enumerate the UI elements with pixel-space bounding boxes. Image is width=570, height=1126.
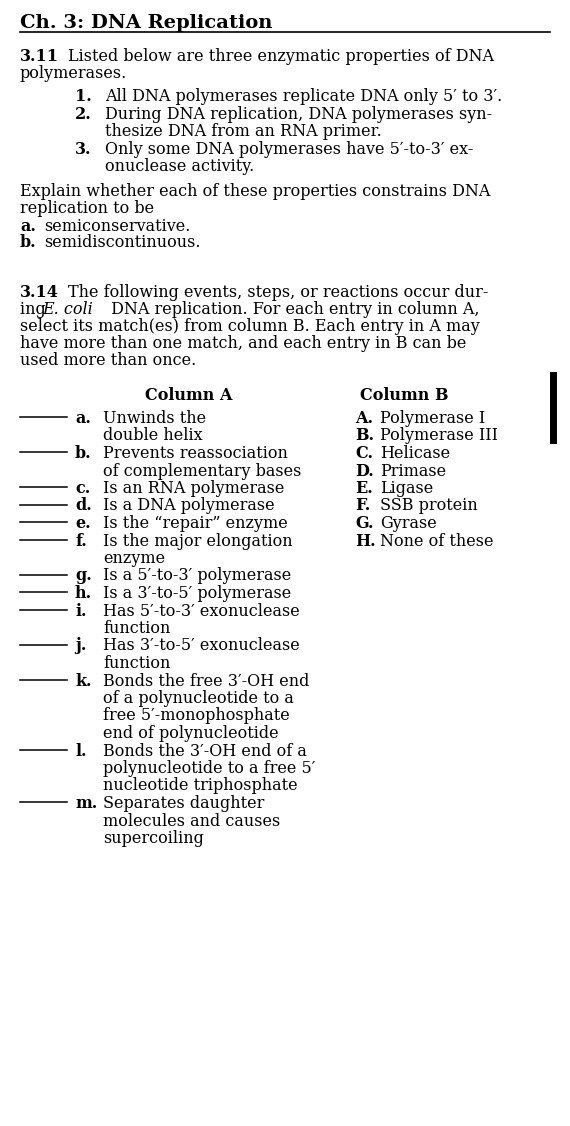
Text: Is a DNA polymerase: Is a DNA polymerase <box>103 498 275 515</box>
Text: Is a 5′-to-3′ polymerase: Is a 5′-to-3′ polymerase <box>103 568 291 584</box>
Text: C.: C. <box>355 445 373 462</box>
Text: end of polynucleotide: end of polynucleotide <box>103 725 279 742</box>
Text: polynucleotide to a free 5′: polynucleotide to a free 5′ <box>103 760 315 777</box>
Text: DNA replication. For each entry in column A,: DNA replication. For each entry in colum… <box>106 301 479 318</box>
Text: i.: i. <box>75 602 87 619</box>
Text: a.: a. <box>20 218 36 235</box>
Text: 3.11: 3.11 <box>20 48 59 65</box>
Text: H.: H. <box>355 533 376 549</box>
Text: Bonds the free 3′-OH end: Bonds the free 3′-OH end <box>103 672 310 689</box>
Text: c.: c. <box>75 480 90 497</box>
Text: enzyme: enzyme <box>103 549 165 568</box>
Text: Is a 3′-to-5′ polymerase: Is a 3′-to-5′ polymerase <box>103 586 291 602</box>
Text: semiconservative.: semiconservative. <box>44 218 190 235</box>
Text: Explain whether each of these properties constrains DNA: Explain whether each of these properties… <box>20 184 490 200</box>
Text: Only some DNA polymerases have 5′-to-3′ ex-: Only some DNA polymerases have 5′-to-3′ … <box>105 141 473 158</box>
Text: of complementary bases: of complementary bases <box>103 463 302 480</box>
Text: E.: E. <box>355 480 373 497</box>
Text: j.: j. <box>75 637 87 654</box>
Text: Is the major elongation: Is the major elongation <box>103 533 292 549</box>
Text: supercoiling: supercoiling <box>103 830 204 847</box>
Text: The following events, steps, or reactions occur dur-: The following events, steps, or reaction… <box>68 284 488 301</box>
Text: polymerases.: polymerases. <box>20 65 127 82</box>
Text: Column A: Column A <box>145 387 233 404</box>
Text: Unwinds the: Unwinds the <box>103 410 206 427</box>
Text: Ligase: Ligase <box>380 480 433 497</box>
Text: select its match(es) from column B. Each entry in A may: select its match(es) from column B. Each… <box>20 318 480 336</box>
Text: nucleotide triphosphate: nucleotide triphosphate <box>103 777 298 795</box>
Text: B.: B. <box>355 428 374 445</box>
Text: l.: l. <box>75 742 87 760</box>
Text: Ch. 3: DNA Replication: Ch. 3: DNA Replication <box>20 14 272 32</box>
Text: ing: ing <box>20 301 51 318</box>
Text: 2.: 2. <box>75 106 92 123</box>
Text: During DNA replication, DNA polymerases syn-: During DNA replication, DNA polymerases … <box>105 106 492 123</box>
Text: used more than once.: used more than once. <box>20 352 196 369</box>
Text: 1.: 1. <box>75 88 92 105</box>
Text: k.: k. <box>75 672 92 689</box>
Text: Bonds the 3′-OH end of a: Bonds the 3′-OH end of a <box>103 742 307 760</box>
Text: A.: A. <box>355 410 373 427</box>
Text: SSB protein: SSB protein <box>380 498 478 515</box>
Text: b.: b. <box>75 445 92 462</box>
Text: molecules and causes: molecules and causes <box>103 813 280 830</box>
Text: f.: f. <box>75 533 87 549</box>
Text: Primase: Primase <box>380 463 446 480</box>
Text: free 5′-monophosphate: free 5′-monophosphate <box>103 707 290 724</box>
Text: None of these: None of these <box>380 533 494 549</box>
Text: have more than one match, and each entry in B can be: have more than one match, and each entry… <box>20 336 466 352</box>
Text: d.: d. <box>75 498 92 515</box>
Text: semidiscontinuous.: semidiscontinuous. <box>44 234 201 251</box>
Text: thesize DNA from an RNA primer.: thesize DNA from an RNA primer. <box>105 123 382 140</box>
Text: h.: h. <box>75 586 92 602</box>
Text: F.: F. <box>355 498 370 515</box>
Text: Has 5′-to-3′ exonuclease: Has 5′-to-3′ exonuclease <box>103 602 300 619</box>
Text: Is the “repair” enzyme: Is the “repair” enzyme <box>103 515 288 531</box>
Text: b.: b. <box>20 234 36 251</box>
Text: Is an RNA polymerase: Is an RNA polymerase <box>103 480 284 497</box>
Text: function: function <box>103 620 170 637</box>
Text: Polymerase III: Polymerase III <box>380 428 498 445</box>
Text: Helicase: Helicase <box>380 445 450 462</box>
Text: Has 3′-to-5′ exonuclease: Has 3′-to-5′ exonuclease <box>103 637 300 654</box>
Text: a.: a. <box>75 410 91 427</box>
Text: double helix: double helix <box>103 428 202 445</box>
Text: 3.14: 3.14 <box>20 284 59 301</box>
Text: e.: e. <box>75 515 91 531</box>
Text: Listed below are three enzymatic properties of DNA: Listed below are three enzymatic propert… <box>68 48 494 65</box>
Text: g.: g. <box>75 568 92 584</box>
Text: 3.: 3. <box>75 141 92 158</box>
Text: Separates daughter: Separates daughter <box>103 795 264 812</box>
Text: onuclease activity.: onuclease activity. <box>105 158 254 175</box>
Text: G.: G. <box>355 515 373 531</box>
Text: D.: D. <box>355 463 374 480</box>
Text: of a polynucleotide to a: of a polynucleotide to a <box>103 690 294 707</box>
Text: Polymerase I: Polymerase I <box>380 410 485 427</box>
Text: replication to be: replication to be <box>20 200 154 217</box>
Text: E. coli: E. coli <box>42 301 93 318</box>
Text: Prevents reassociation: Prevents reassociation <box>103 445 288 462</box>
Text: function: function <box>103 655 170 672</box>
Text: Column B: Column B <box>360 387 449 404</box>
Text: Gyrase: Gyrase <box>380 515 437 531</box>
Text: m.: m. <box>75 795 97 812</box>
Text: All DNA polymerases replicate DNA only 5′ to 3′.: All DNA polymerases replicate DNA only 5… <box>105 88 502 105</box>
